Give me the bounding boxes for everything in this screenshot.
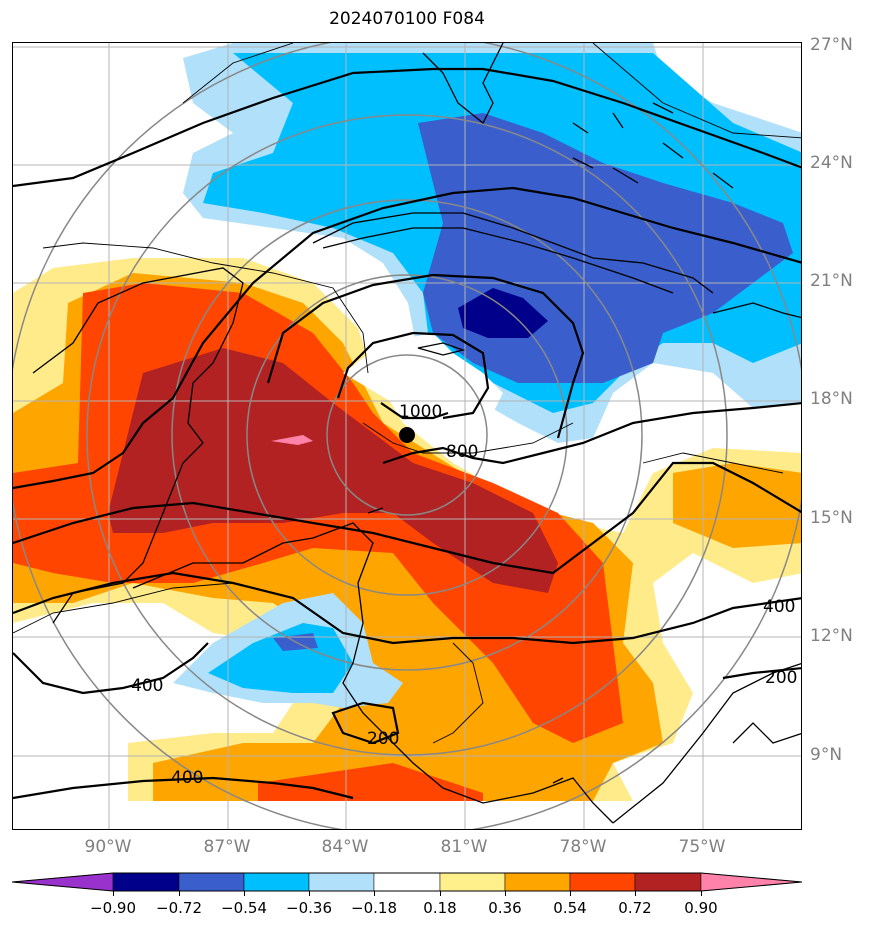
map-panel [12, 42, 802, 830]
colorbar-tick-label: 0.54 [553, 899, 587, 917]
lon-label-75w: 75°W [678, 837, 726, 857]
colorbar-tick-label: −0.36 [286, 899, 332, 917]
colorbar-tickmark [244, 891, 245, 896]
contour-label-200-east: 200 [765, 668, 798, 688]
lon-label-81w: 81°W [440, 837, 488, 857]
contour-label-200-south: 200 [367, 729, 400, 749]
colorbar-tickmark [113, 891, 114, 896]
lat-label-18n: 18°N [810, 389, 853, 409]
colorbar-tickmark [635, 891, 636, 896]
colorbar-tick-label: 0.90 [684, 899, 718, 917]
map-canvas [13, 43, 801, 829]
colorbar-tick-label: −0.72 [156, 899, 202, 917]
colorbar-tickmark [179, 891, 180, 896]
colorbar-tick-label: −0.90 [90, 899, 136, 917]
contour-label-1000: 1000 [399, 402, 443, 422]
lat-label-15n: 15°N [810, 508, 853, 528]
lon-label-90w: 90°W [84, 837, 132, 857]
contour-label-400-south: 400 [171, 768, 204, 788]
colorbar [12, 872, 803, 892]
colorbar-tickmark [505, 891, 506, 896]
lat-label-21n: 21°N [810, 271, 853, 291]
colorbar-tickmark [701, 891, 702, 896]
field-red-orange-south [258, 763, 483, 801]
colorbar-segment-0 [12, 872, 114, 892]
colorbar-tickmark [570, 891, 571, 896]
colorbar-tickmark [440, 891, 441, 896]
colorbar-tick-label: 0.18 [423, 899, 457, 917]
graticule [13, 43, 801, 829]
colorbar-segment-8 [569, 872, 636, 892]
lat-label-24n: 24°N [810, 153, 853, 173]
lon-label-87w: 87°W [203, 837, 251, 857]
lat-label-27n: 27°N [810, 35, 853, 55]
colorbar-tick-label: 0.72 [618, 899, 652, 917]
colorbar-segment-10 [700, 872, 803, 892]
map-title: 2024070100 F084 [329, 9, 485, 29]
colorbar-tick-label: −0.18 [351, 899, 397, 917]
field-navy [458, 288, 548, 338]
lon-label-84w: 84°W [321, 837, 369, 857]
contour-label-400-east: 400 [763, 597, 796, 617]
colorbar-tickmark [374, 891, 375, 896]
lat-label-9n: 9°N [810, 745, 843, 765]
field-orange-east [673, 463, 801, 548]
colorbar-segment-6 [439, 872, 506, 892]
colorbar-segment-5 [373, 872, 441, 892]
shaded-field [13, 43, 801, 801]
colorbar-segment-9 [634, 872, 702, 892]
field-white-core [343, 333, 503, 428]
contour-label-400-west: 400 [131, 676, 164, 696]
lon-label-78w: 78°W [559, 837, 607, 857]
colorbar-segment-7 [504, 872, 571, 892]
contour-label-800: 800 [446, 442, 479, 462]
colorbar-segment-2 [178, 872, 245, 892]
field-sky-blue-south [208, 623, 353, 693]
colorbar-segment-1 [112, 872, 180, 892]
thin-contours [13, 43, 801, 744]
storm-center-marker [399, 427, 415, 443]
colorbar-tick-label: −0.54 [221, 899, 267, 917]
thick-contours [13, 67, 801, 800]
colorbar-segment-4 [308, 872, 375, 892]
field-dark-red [108, 348, 558, 593]
range-rings [13, 43, 801, 829]
colorbar-tick-label: 0.36 [488, 899, 522, 917]
colorbar-tickmark [309, 891, 310, 896]
colorbar-segment-3 [243, 872, 310, 892]
field-pink [271, 435, 313, 445]
lat-label-12n: 12°N [810, 626, 853, 646]
